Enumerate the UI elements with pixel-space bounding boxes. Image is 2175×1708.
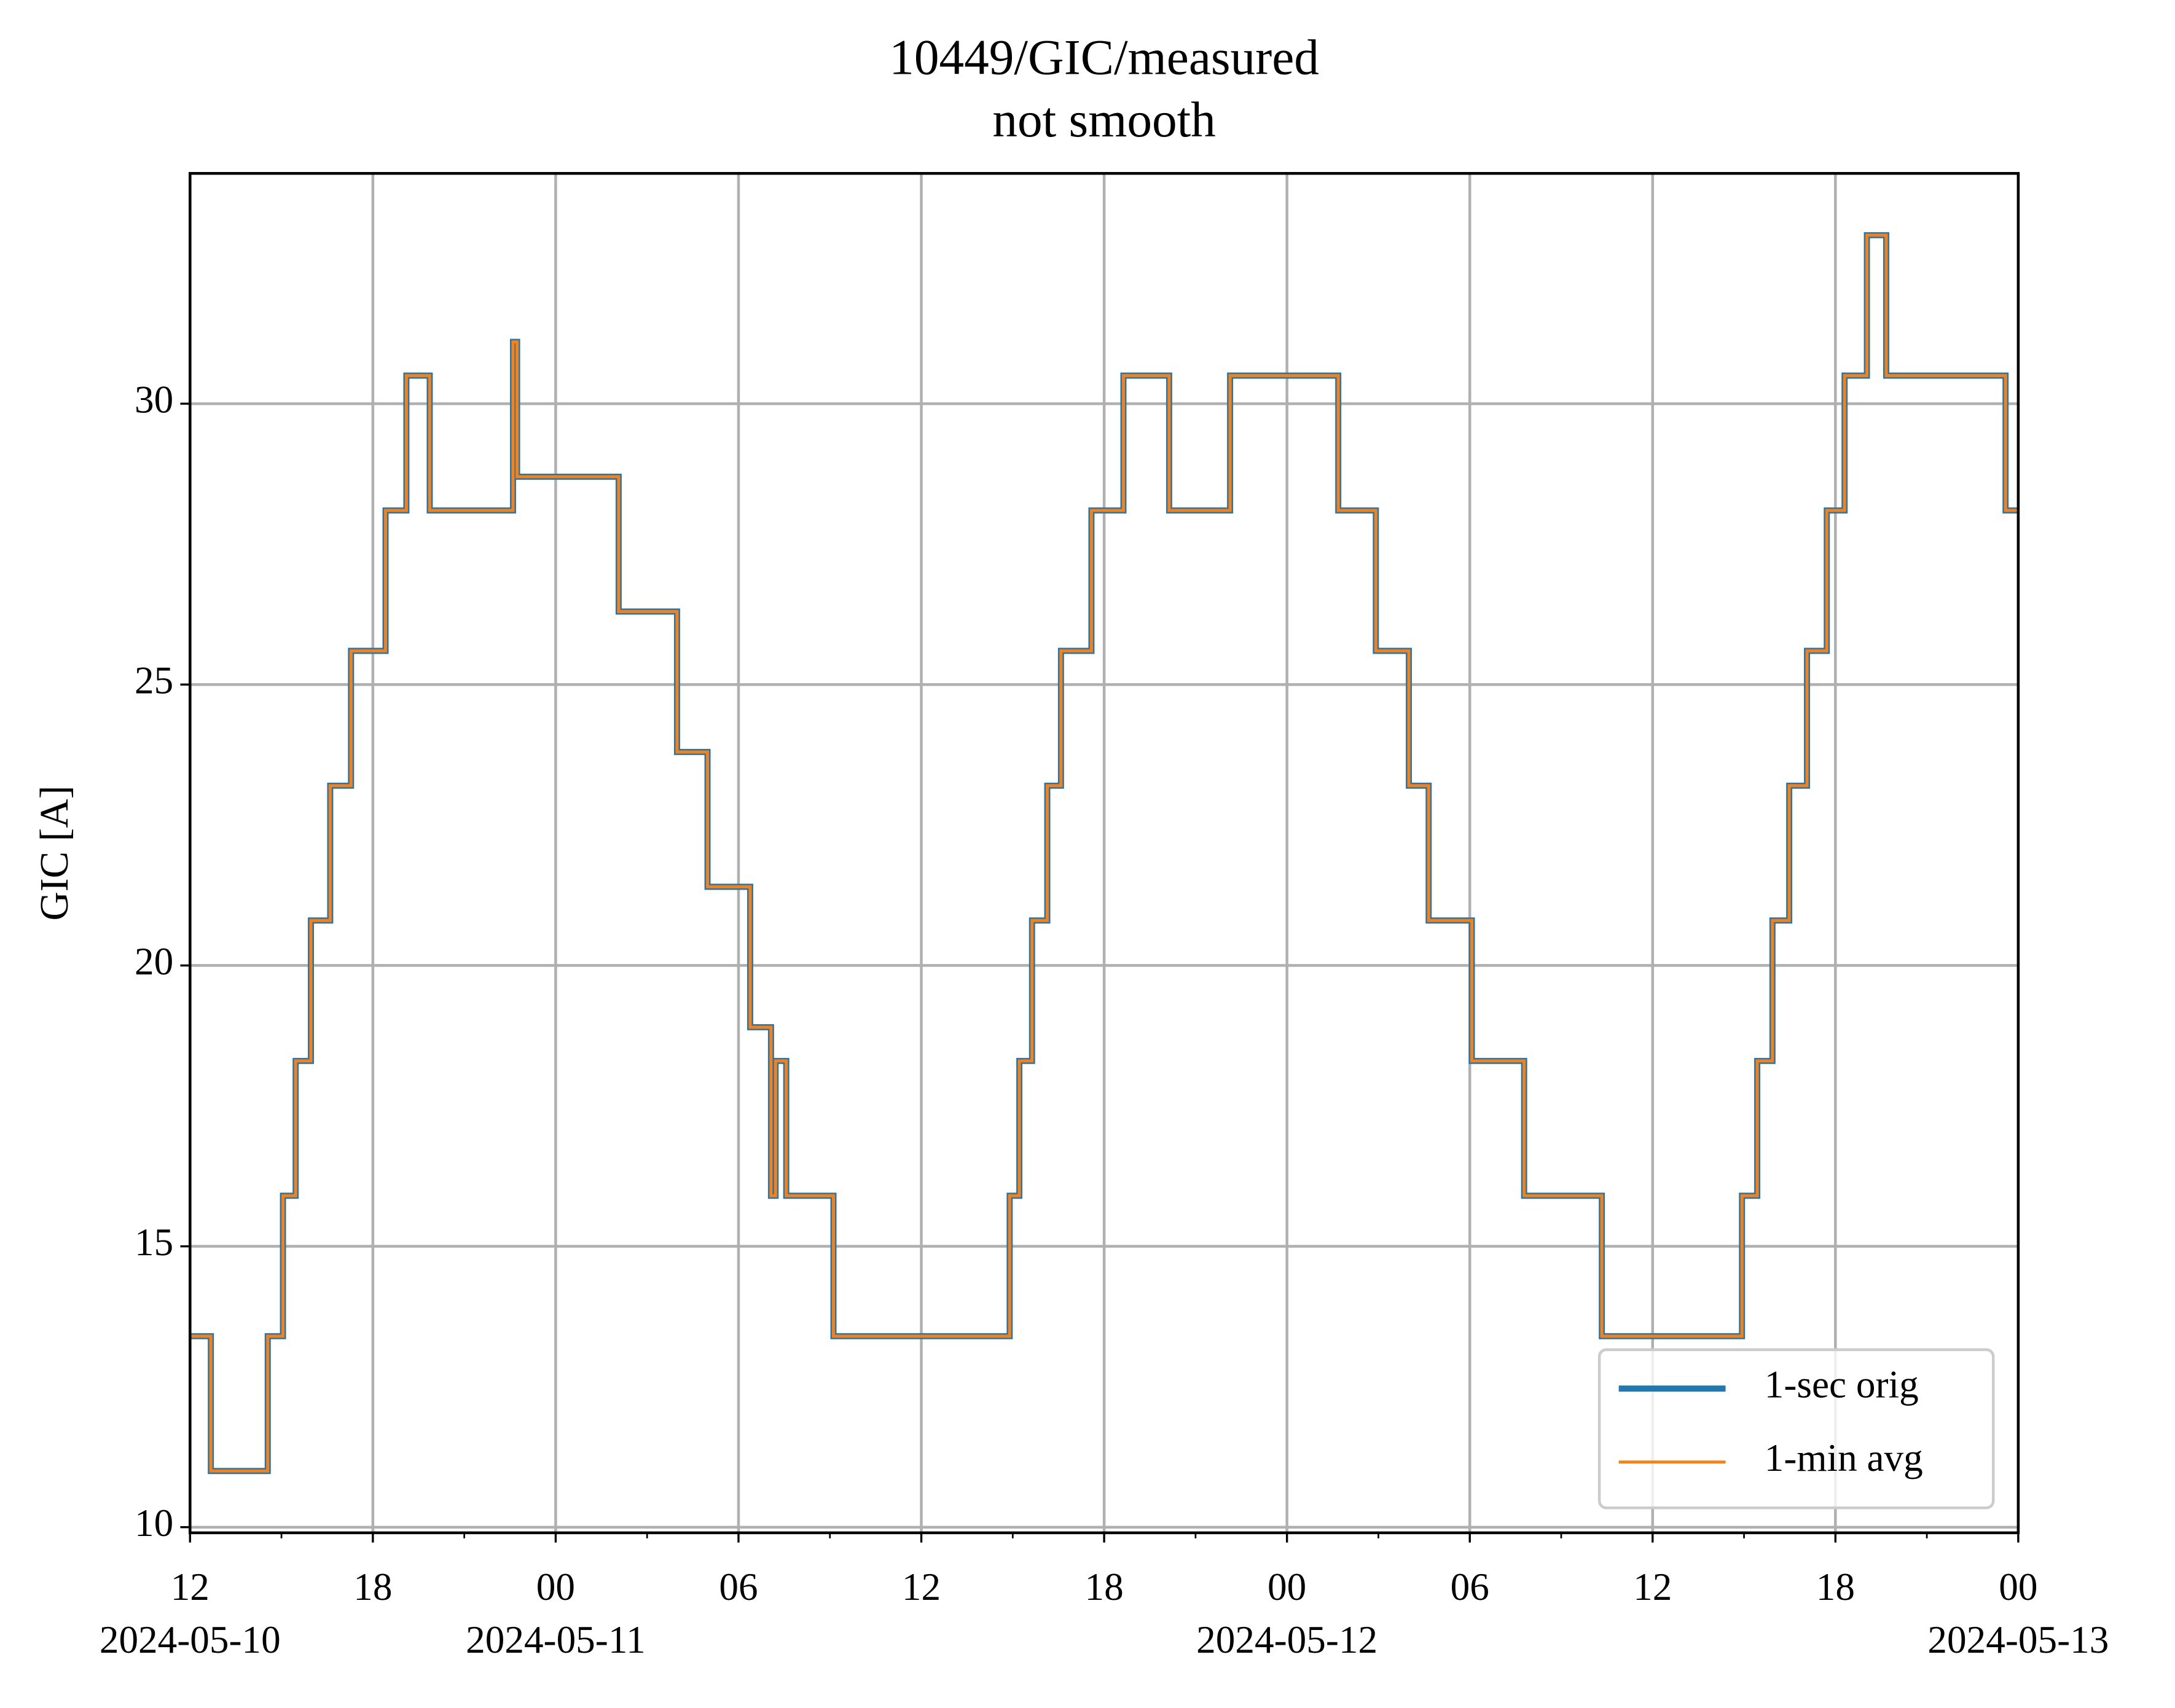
x-tick-label: 00 [1999,1565,2037,1608]
x-tick-label: 12 [1633,1565,1672,1608]
x-tick-label: 06 [719,1565,758,1608]
x-tick-label: 00 [1268,1565,1306,1608]
x-tick-label: 18 [1084,1565,1123,1608]
series-line [190,233,2018,1473]
x-date-label: 2024-05-11 [466,1618,646,1661]
y-axis-label: GIC [A] [33,786,77,921]
chart-title: 10449/GIC/measured [889,29,1319,85]
x-tick-label: 06 [1451,1565,1489,1608]
y-tick-label: 30 [135,378,173,421]
plot-frame [189,171,2020,1535]
y-tick-label: 25 [135,659,173,702]
y-tick-label: 10 [135,1502,173,1545]
y-tick-label: 15 [135,1221,173,1264]
x-tick-label: 00 [536,1565,575,1608]
x-date-label: 2024-05-10 [100,1618,281,1661]
x-tick-label: 18 [1816,1565,1855,1608]
x-tick-label: 12 [902,1565,941,1608]
chart-subtitle: not smooth [992,92,1215,147]
x-date-label: 2024-05-13 [1927,1618,2109,1661]
x-tick-label: 12 [171,1565,210,1608]
x-date-label: 2024-05-12 [1196,1618,1378,1661]
legend-label: 1-min avg [1765,1436,1923,1479]
legend-label: 1-sec orig [1765,1363,1919,1406]
y-tick-label: 20 [135,940,173,983]
x-tick-label: 18 [353,1565,392,1608]
